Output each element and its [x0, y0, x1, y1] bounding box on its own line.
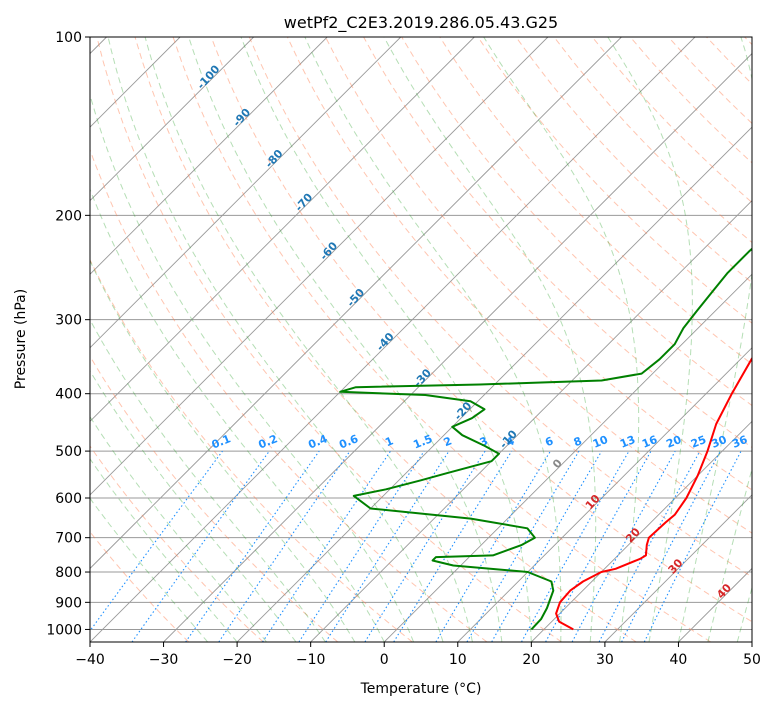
- moist-adiabat-line: [90, 415, 267, 642]
- dry-adiabat-line: [90, 355, 339, 642]
- moist-adiabat-line: [483, 37, 640, 642]
- moist-adiabat-line: [90, 457, 238, 642]
- mixing-ratio-label: 25: [689, 433, 708, 451]
- x-tick-label: −40: [75, 652, 105, 668]
- mixing-ratio-line: [571, 450, 676, 642]
- moist-adiabat-line: [90, 188, 385, 642]
- moist-adiabat-line: [107, 37, 444, 642]
- x-tick-label: −30: [149, 652, 179, 668]
- isotherm-line: [457, 347, 752, 642]
- x-tick-label: 10: [449, 652, 467, 668]
- moist-adiabat-line: [90, 369, 297, 642]
- mixing-ratio-line: [185, 450, 320, 642]
- profile-lines: [339, 247, 752, 631]
- mixing-ratio-line: [393, 450, 513, 642]
- mixing-ratio-label: 10: [591, 433, 610, 451]
- y-tick-label: 900: [55, 595, 82, 611]
- dry-adiabat-line: [172, 37, 712, 642]
- y-axis: 100 200 300 400 500 600 700 800 900 1000: [46, 30, 90, 638]
- y-tick-label: 300: [55, 313, 82, 329]
- x-tick-label: 50: [743, 652, 761, 668]
- isotherm-line: [236, 126, 752, 642]
- mixing-ratio-label: 16: [640, 433, 659, 451]
- mixing-ratio-line: [643, 450, 742, 642]
- x-axis-title: Temperature (°C): [360, 681, 482, 697]
- mixing-ratio-line: [218, 450, 351, 642]
- y-tick-label: 100: [55, 30, 82, 46]
- moist-adiabat-line: [144, 37, 473, 642]
- moist-adiabat-line: [240, 37, 532, 642]
- isotherm-line: [90, 37, 402, 349]
- y-tick-label: 700: [55, 531, 82, 547]
- dry-adiabat-line: [90, 445, 264, 642]
- moist-adiabat-line: [90, 259, 356, 642]
- x-tick-label: 20: [522, 652, 540, 668]
- mixing-ratio-line: [325, 450, 450, 642]
- mixing-ratio-label: 1: [383, 434, 395, 449]
- isotherm-line: [383, 273, 752, 642]
- background-lines: [90, 37, 752, 642]
- dry-adiabat-line: [96, 37, 562, 642]
- y-tick-label: 800: [55, 565, 82, 581]
- mixing-ratio-label: 13: [618, 433, 637, 451]
- line-labels: 0.1 0.2 0.4 0.6 1 1.5 2 3 4 6 8 10 13 16 20 25 30 36-100-…: [194, 62, 749, 601]
- plot-frame: [89, 36, 753, 643]
- isotherm-line: [531, 420, 752, 642]
- y-axis-title: Pressure (hPa): [13, 289, 29, 389]
- mixing-ratio-label: 8: [572, 434, 584, 449]
- isotherm-line: [90, 37, 696, 642]
- mixing-ratio-label: 2: [442, 434, 454, 449]
- isotherm-line: [90, 37, 254, 202]
- mixing-ratio-line: [90, 450, 223, 632]
- dewpoint-line: [339, 247, 752, 631]
- x-tick-label: 30: [596, 652, 614, 668]
- moist-adiabat-line: [90, 497, 209, 642]
- y-tick-label: 400: [55, 387, 82, 403]
- dry-adiabat-line: [286, 37, 752, 534]
- isotherm-line: [90, 37, 475, 422]
- moist-adiabat-line: [90, 318, 326, 642]
- mixing-ratio-line: [521, 450, 630, 642]
- isotherm-line: [90, 37, 328, 275]
- chart-title: wetPf2_C2E3.2019.286.05.43.G25: [284, 13, 558, 33]
- temperature-line: [555, 356, 752, 631]
- isotherm-line: [90, 37, 549, 496]
- mixing-ratio-line: [262, 450, 391, 642]
- dry-adiabat-line: [325, 37, 752, 491]
- moist-adiabat-line: [736, 585, 752, 642]
- isotherm-line: [163, 52, 752, 642]
- mixing-ratio-line: [545, 450, 652, 642]
- moist-adiabat-line: [707, 467, 752, 642]
- y-tick-label: 500: [55, 444, 82, 460]
- x-axis: −40 −30 −20 −10 0 10 20 30 40 50: [75, 642, 761, 668]
- moist-adiabat-line: [188, 37, 503, 642]
- dry-adiabat-line: [90, 258, 413, 642]
- moist-adiabat-line: [607, 37, 693, 642]
- x-tick-label: −20: [222, 652, 252, 668]
- mixing-ratio-line: [298, 450, 425, 642]
- isotherm-line: [90, 37, 622, 570]
- dry-adiabat-line: [248, 37, 752, 578]
- y-tick-label: 200: [55, 208, 82, 224]
- x-tick-label: 40: [670, 652, 688, 668]
- dry-adiabat-line: [210, 37, 752, 623]
- mixing-ratio-label: 36: [730, 433, 749, 451]
- x-tick-label: −10: [296, 652, 326, 668]
- mixing-ratio-label: 30: [710, 433, 729, 451]
- mixing-ratio-line: [131, 450, 270, 642]
- x-tick-label: 0: [380, 652, 389, 668]
- y-tick-label: 600: [55, 491, 82, 507]
- moist-adiabat-line: [90, 93, 415, 642]
- isotherm-line: [604, 494, 752, 642]
- mixing-ratio-label: 3: [478, 434, 490, 449]
- mixing-ratio-label: 20: [664, 433, 683, 451]
- dry-adiabat-line: [134, 37, 637, 642]
- moist-adiabat-line: [383, 37, 597, 642]
- moist-adiabat-line: [677, 37, 752, 642]
- y-tick-label: 1000: [46, 622, 82, 638]
- isotherm-line: [310, 200, 752, 642]
